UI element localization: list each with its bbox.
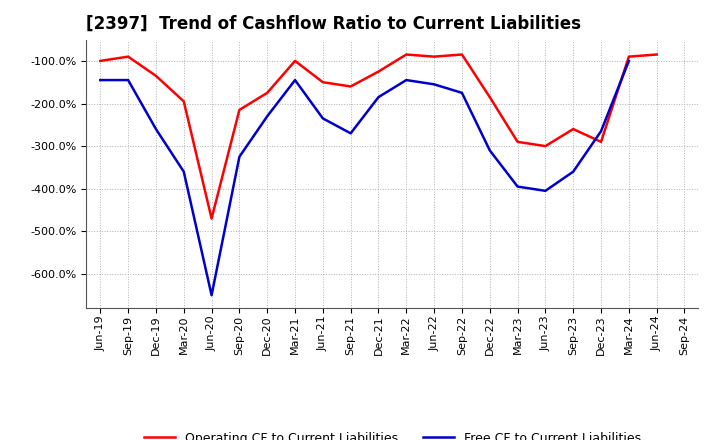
Free CF to Current Liabilities xyxy=(96,77,104,83)
Free CF to Current Liabilities xyxy=(458,90,467,95)
Free CF to Current Liabilities xyxy=(235,154,243,159)
Free CF to Current Liabilities xyxy=(346,131,355,136)
Free CF to Current Liabilities xyxy=(569,169,577,174)
Free CF to Current Liabilities xyxy=(485,148,494,153)
Operating CF to Current Liabilities xyxy=(569,126,577,132)
Free CF to Current Liabilities xyxy=(430,82,438,87)
Free CF to Current Liabilities xyxy=(318,116,327,121)
Operating CF to Current Liabilities xyxy=(179,99,188,104)
Free CF to Current Liabilities xyxy=(124,77,132,83)
Free CF to Current Liabilities xyxy=(291,77,300,83)
Free CF to Current Liabilities xyxy=(624,58,633,63)
Free CF to Current Liabilities xyxy=(541,188,550,194)
Operating CF to Current Liabilities xyxy=(597,139,606,144)
Free CF to Current Liabilities xyxy=(374,95,383,100)
Free CF to Current Liabilities xyxy=(402,77,410,83)
Operating CF to Current Liabilities xyxy=(291,58,300,63)
Operating CF to Current Liabilities xyxy=(207,216,216,221)
Operating CF to Current Liabilities xyxy=(430,54,438,59)
Operating CF to Current Liabilities xyxy=(374,69,383,74)
Operating CF to Current Liabilities xyxy=(402,52,410,57)
Operating CF to Current Liabilities xyxy=(458,52,467,57)
Operating CF to Current Liabilities xyxy=(541,143,550,149)
Free CF to Current Liabilities xyxy=(179,169,188,174)
Free CF to Current Liabilities xyxy=(263,114,271,119)
Free CF to Current Liabilities xyxy=(207,293,216,298)
Line: Free CF to Current Liabilities: Free CF to Current Liabilities xyxy=(100,61,629,295)
Free CF to Current Liabilities xyxy=(513,184,522,189)
Operating CF to Current Liabilities xyxy=(96,58,104,63)
Operating CF to Current Liabilities xyxy=(263,90,271,95)
Free CF to Current Liabilities xyxy=(597,128,606,134)
Operating CF to Current Liabilities xyxy=(124,54,132,59)
Operating CF to Current Liabilities xyxy=(152,73,161,78)
Line: Operating CF to Current Liabilities: Operating CF to Current Liabilities xyxy=(100,55,657,219)
Operating CF to Current Liabilities xyxy=(624,54,633,59)
Operating CF to Current Liabilities xyxy=(513,139,522,144)
Operating CF to Current Liabilities xyxy=(346,84,355,89)
Legend: Operating CF to Current Liabilities, Free CF to Current Liabilities: Operating CF to Current Liabilities, Fre… xyxy=(138,427,647,440)
Operating CF to Current Liabilities xyxy=(318,80,327,85)
Operating CF to Current Liabilities xyxy=(485,95,494,100)
Text: [2397]  Trend of Cashflow Ratio to Current Liabilities: [2397] Trend of Cashflow Ratio to Curren… xyxy=(86,15,582,33)
Operating CF to Current Liabilities xyxy=(652,52,661,57)
Operating CF to Current Liabilities xyxy=(235,107,243,113)
Free CF to Current Liabilities xyxy=(152,126,161,132)
